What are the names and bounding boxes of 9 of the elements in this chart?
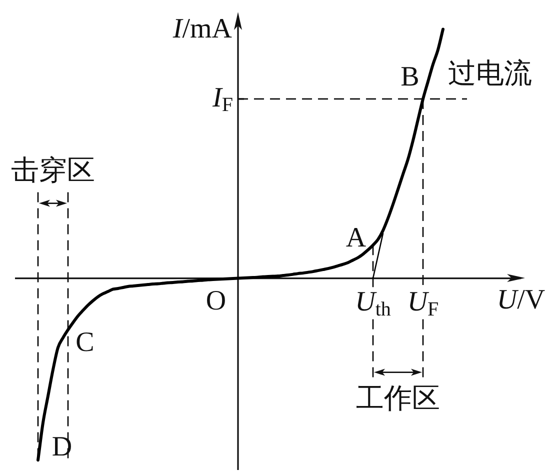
- annotation: 工作区: [356, 384, 440, 415]
- y-axis-title: I/mA: [172, 13, 233, 44]
- text: 过电流: [448, 58, 532, 90]
- annotation: A: [346, 222, 367, 254]
- annotation: B: [400, 61, 420, 92]
- annotation: C: [76, 327, 94, 358]
- annotation: 击穿区: [11, 156, 95, 187]
- annotation: O: [206, 286, 226, 317]
- x-axis-title: U/V: [496, 284, 546, 316]
